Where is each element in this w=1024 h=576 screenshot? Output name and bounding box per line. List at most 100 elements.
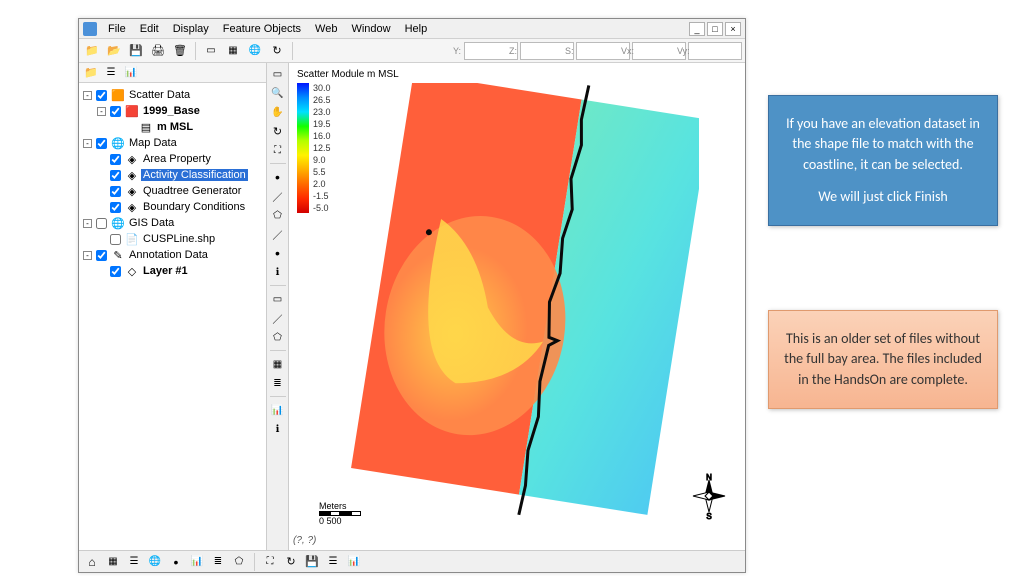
scale-bar: Meters 0 500: [319, 501, 361, 526]
open-button[interactable]: [104, 41, 124, 61]
module-home-button[interactable]: [83, 553, 101, 571]
main-area: -🟧Scatter Data -🟥1999_Base ▤m MSL -🌐Map …: [79, 63, 745, 550]
menu-file[interactable]: File: [101, 21, 133, 37]
sms-app-window: File Edit Display Feature Objects Web Wi…: [78, 18, 746, 573]
window-close-button[interactable]: ×: [725, 22, 741, 36]
toolbar-separator: [254, 553, 255, 571]
instruction-callout-blue: If you have an elevation dataset in the …: [768, 95, 998, 226]
print-button[interactable]: [148, 41, 168, 61]
projection-button[interactable]: [245, 41, 265, 61]
module-map-button[interactable]: [167, 553, 185, 571]
svg-text:S: S: [706, 512, 711, 520]
tree-map-data[interactable]: -🌐Map Data: [81, 135, 264, 151]
toolbar-separator: [195, 42, 196, 60]
menu-web[interactable]: Web: [308, 21, 344, 37]
bt-options-button[interactable]: [345, 553, 363, 571]
vt-select-tool[interactable]: [269, 65, 287, 83]
map-canvas[interactable]: Scatter Module m MSL 30.026.5 23.019.5 1…: [289, 63, 745, 550]
vt-select-arc-tool[interactable]: [269, 309, 287, 327]
vt-text-tool[interactable]: [269, 263, 287, 281]
project-explorer: -🟧Scatter Data -🟥1999_Base ▤m MSL -🌐Map …: [79, 63, 267, 550]
vt-separator: [270, 350, 286, 351]
bt-layers-button[interactable]: [324, 553, 342, 571]
main-toolbar: Y: Z: S: Vx: Vy:: [79, 39, 745, 63]
vertical-toolbar: [267, 63, 289, 550]
window-maximize-button[interactable]: □: [707, 22, 723, 36]
legend-title: Scatter Module m MSL: [297, 69, 399, 80]
instruction-callout-orange: This is an older set of files without th…: [768, 310, 998, 409]
tree-1999-base[interactable]: -🟥1999_Base: [81, 103, 264, 119]
elevation-map: [349, 83, 699, 523]
vt-pan-tool[interactable]: [269, 103, 287, 121]
explorer-collapse-icon[interactable]: [103, 65, 119, 81]
module-toolbar: [79, 550, 745, 572]
module-scatter-button[interactable]: [146, 553, 164, 571]
menu-help[interactable]: Help: [398, 21, 435, 37]
module-curvilinear-button[interactable]: [230, 553, 248, 571]
bt-frame-button[interactable]: [261, 553, 279, 571]
canvas-area: Scatter Module m MSL 30.026.5 23.019.5 1…: [267, 63, 745, 550]
tree-boundary-conditions[interactable]: ◈Boundary Conditions: [81, 199, 264, 215]
vt-separator: [270, 285, 286, 286]
window-minimize-button[interactable]: _: [689, 22, 705, 36]
vt-create-line-tool[interactable]: [269, 225, 287, 243]
vt-select-poly-tool[interactable]: [269, 328, 287, 346]
tree-area-property[interactable]: ◈Area Property: [81, 151, 264, 167]
app-icon: [83, 22, 97, 36]
menu-feature-objects[interactable]: Feature Objects: [216, 21, 308, 37]
tree-m-msl[interactable]: ▤m MSL: [81, 119, 264, 135]
project-tree[interactable]: -🟧Scatter Data -🟥1999_Base ▤m MSL -🌐Map …: [79, 83, 266, 550]
callout-text: This is an older set of files without th…: [783, 329, 983, 390]
tree-gis-data[interactable]: -🌐GIS Data: [81, 215, 264, 231]
explorer-options-icon[interactable]: [123, 65, 139, 81]
explorer-new-folder-icon[interactable]: [83, 65, 99, 81]
vt-data-tool[interactable]: [269, 374, 287, 392]
new-button[interactable]: [82, 41, 102, 61]
menubar: File Edit Display Feature Objects Web Wi…: [79, 19, 745, 39]
coord-vy: Vy:: [688, 42, 742, 60]
vt-rotate-tool[interactable]: [269, 122, 287, 140]
menu-edit[interactable]: Edit: [133, 21, 166, 37]
module-cartesian-button[interactable]: [125, 553, 143, 571]
legend-colorbar: [297, 83, 309, 213]
callout-text: If you have an elevation dataset in the …: [783, 114, 983, 175]
tree-quadtree-generator[interactable]: ◈Quadtree Generator: [81, 183, 264, 199]
vt-separator: [270, 163, 286, 164]
tree-annotation-data[interactable]: -✎Annotation Data: [81, 247, 264, 263]
vt-grid-tool[interactable]: [269, 355, 287, 373]
save-button[interactable]: [126, 41, 146, 61]
vt-info-tool[interactable]: [269, 420, 287, 438]
legend-ticks: 30.026.5 23.019.5 16.012.5 9.05.5 2.0-1.…: [313, 83, 331, 213]
tree-activity-classification[interactable]: ◈Activity Classification: [81, 167, 264, 183]
module-gis-button[interactable]: [188, 553, 206, 571]
menu-window[interactable]: Window: [344, 21, 397, 37]
grid-tool-button[interactable]: [223, 41, 243, 61]
north-arrow-icon: N S: [685, 472, 733, 520]
callout-text: We will just click Finish: [783, 187, 983, 207]
cursor-readout: (?, ?): [293, 535, 316, 546]
tree-scatter-data[interactable]: -🟧Scatter Data: [81, 87, 264, 103]
vt-plot-tool[interactable]: [269, 401, 287, 419]
vt-frame-tool[interactable]: [269, 141, 287, 159]
module-particle-button[interactable]: [209, 553, 227, 571]
vt-create-point-tool[interactable]: [269, 168, 287, 186]
delete-button[interactable]: [170, 41, 190, 61]
bt-refresh-button[interactable]: [282, 553, 300, 571]
scale-label: Meters: [319, 501, 361, 511]
tree-cuspline[interactable]: 📄CUSPLine.shp: [81, 231, 264, 247]
refresh-button[interactable]: [267, 41, 287, 61]
vt-create-arc-tool[interactable]: [269, 187, 287, 205]
toolbar-separator: [292, 42, 293, 60]
vt-separator: [270, 396, 286, 397]
vt-select-point-tool[interactable]: [269, 290, 287, 308]
bt-plot-button[interactable]: [303, 553, 321, 571]
menu-display[interactable]: Display: [166, 21, 216, 37]
scale-range: 0 500: [319, 516, 361, 526]
vt-create-node-tool[interactable]: [269, 244, 287, 262]
tree-layer-1[interactable]: ◇Layer #1: [81, 263, 264, 279]
explorer-toolbar: [79, 63, 266, 83]
module-mesh-button[interactable]: [104, 553, 122, 571]
vt-zoom-tool[interactable]: [269, 84, 287, 102]
select-tool-button[interactable]: [201, 41, 221, 61]
vt-create-poly-tool[interactable]: [269, 206, 287, 224]
